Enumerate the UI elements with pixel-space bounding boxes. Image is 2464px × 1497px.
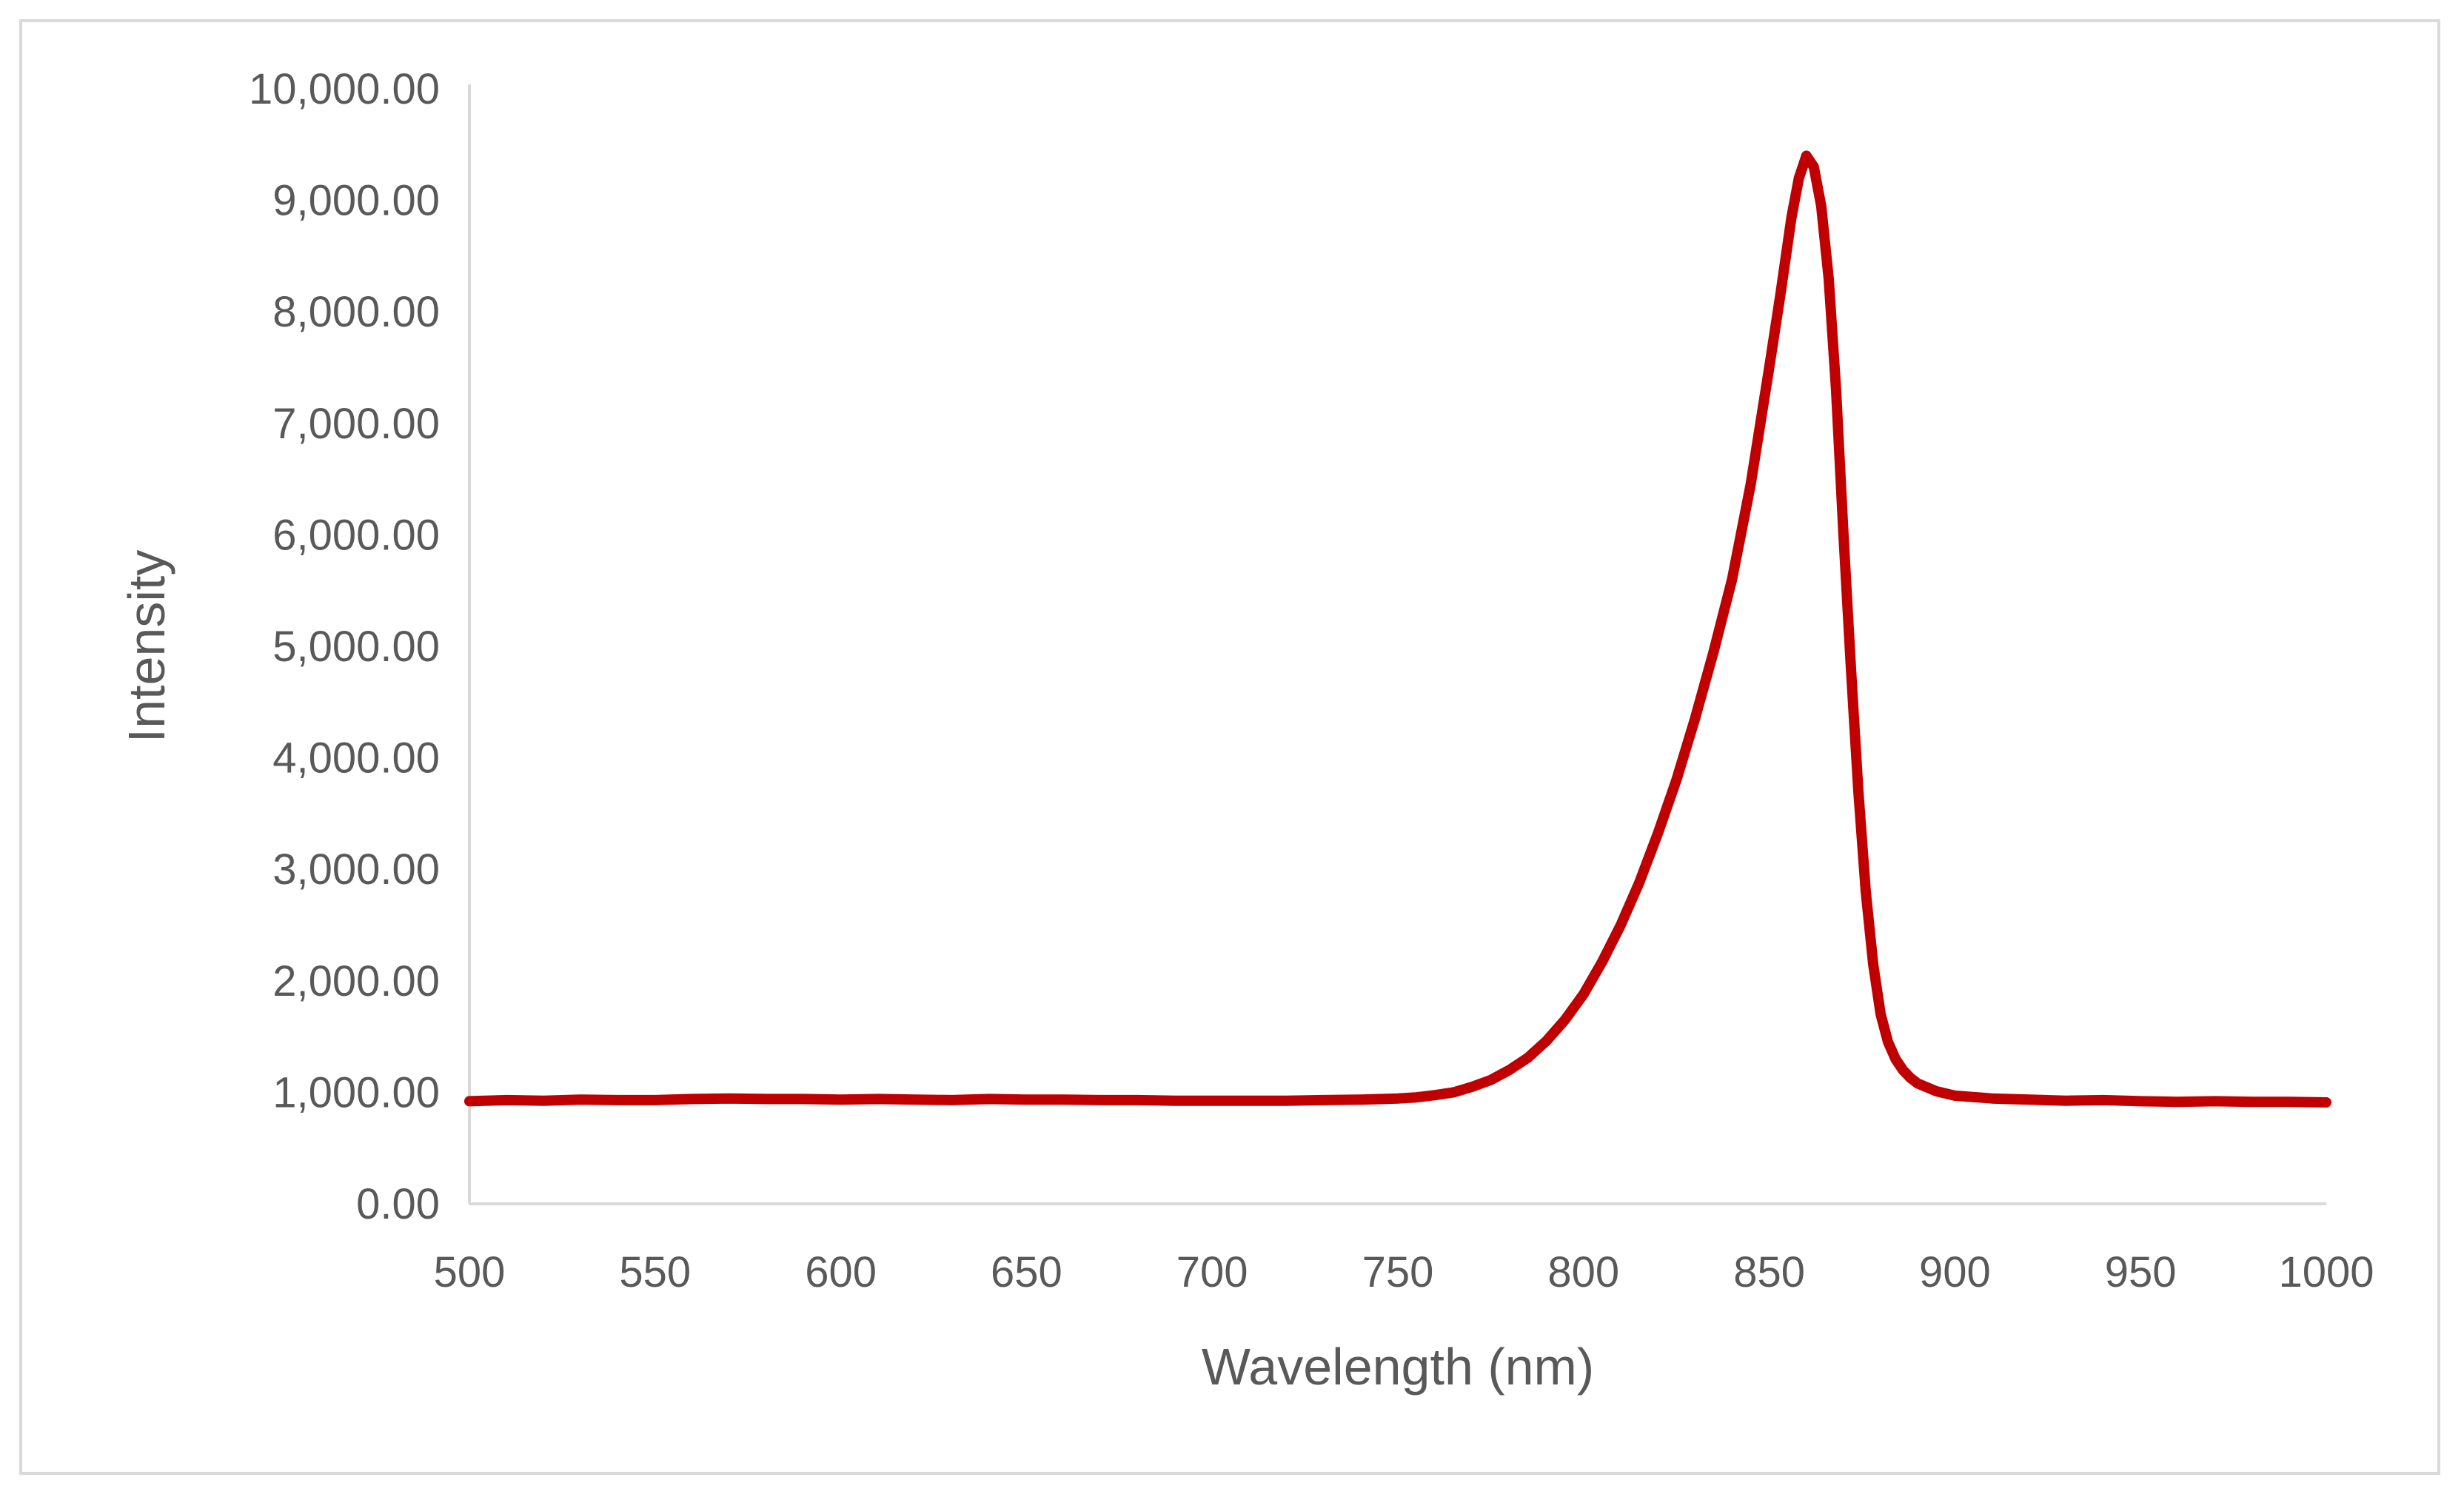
x-tick-label: 500 xyxy=(434,1248,506,1296)
y-tick-label: 5,000.00 xyxy=(272,623,440,671)
x-tick-label: 700 xyxy=(1176,1248,1248,1296)
series-layer xyxy=(464,150,2331,1108)
y-tick-label: 8,000.00 xyxy=(272,288,440,336)
x-tick-label: 900 xyxy=(1919,1248,1991,1296)
x-axis-title: Wavelength (nm) xyxy=(1202,1338,1594,1396)
x-tick-label: 750 xyxy=(1362,1248,1434,1296)
series-line-intensity xyxy=(464,150,2331,1108)
x-tick-label: 950 xyxy=(2105,1248,2177,1296)
y-axis-title: Intensity xyxy=(118,550,175,743)
x-tick-labels: 500 550 600 650 700 750 800 850 900 950 1000 xyxy=(434,1248,2374,1296)
x-tick-label: 550 xyxy=(619,1248,691,1296)
x-tick-label: 800 xyxy=(1547,1248,1619,1296)
x-tick-label: 1000 xyxy=(2278,1248,2374,1296)
y-tick-label: 2,000.00 xyxy=(272,957,440,1005)
y-tick-label: 0.00 xyxy=(356,1180,440,1228)
x-tick-label: 850 xyxy=(1733,1248,1805,1296)
y-tick-label: 3,000.00 xyxy=(272,845,440,894)
y-tick-label: 6,000.00 xyxy=(272,511,440,559)
y-tick-label: 4,000.00 xyxy=(272,734,440,783)
y-tick-label: 1,000.00 xyxy=(272,1068,440,1116)
y-tick-labels: 0.00 1,000.00 2,000.00 3,000.00 4,000.00 5,00… xyxy=(249,65,440,1228)
y-tick-label: 7,000.00 xyxy=(272,400,440,448)
x-tick-label: 650 xyxy=(991,1248,1062,1296)
chart-area: 0.00 1,000.00 2,000.00 3,000.00 4,000.00 5,00… xyxy=(19,19,2440,1475)
chart-canvas: 0.00 1,000.00 2,000.00 3,000.00 4,000.00 5,00… xyxy=(118,65,2374,1396)
y-tick-label: 9,000.00 xyxy=(272,177,440,225)
y-tick-label: 10,000.00 xyxy=(249,65,440,113)
x-tick-label: 600 xyxy=(805,1248,877,1296)
